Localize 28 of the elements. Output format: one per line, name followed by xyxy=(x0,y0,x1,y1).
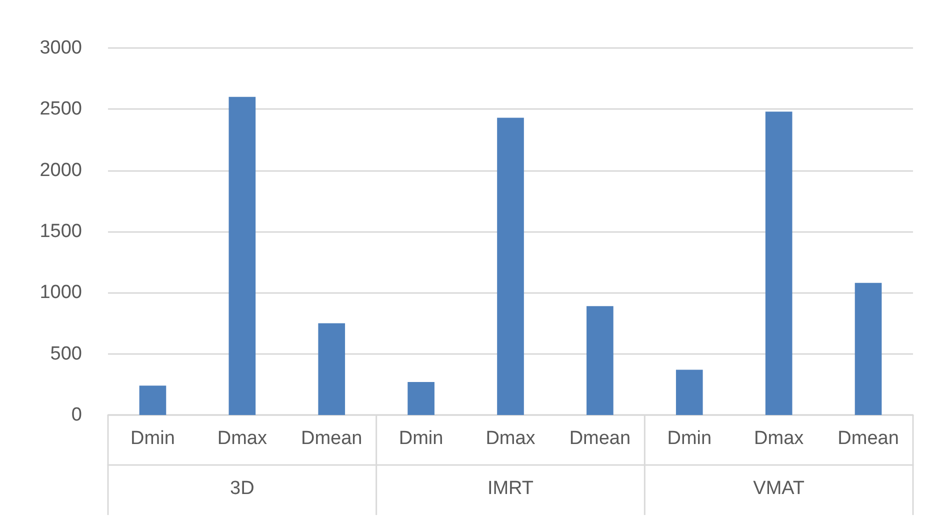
y-tick-label: 500 xyxy=(50,343,82,364)
x-tick-label: Dmin xyxy=(667,428,712,449)
x-tick-label: Dmax xyxy=(217,428,268,449)
bar xyxy=(139,386,166,415)
x-tick-label: Dmax xyxy=(486,428,536,449)
bar xyxy=(497,118,524,415)
x-tick-label: Dmin xyxy=(398,428,444,449)
text: VMAT xyxy=(753,478,805,499)
text: 3D xyxy=(230,478,254,499)
x-tick-label: Dmin xyxy=(130,428,175,449)
x-tick-label: Dmean xyxy=(569,428,631,449)
bar xyxy=(318,323,346,415)
bar xyxy=(676,370,703,415)
bar xyxy=(765,112,792,415)
y-tick-label: 2000 xyxy=(40,160,82,181)
y-tick-label: 1000 xyxy=(40,282,82,304)
x-tick-label: Dmean xyxy=(838,428,899,449)
x-tick-label: Dmean xyxy=(300,428,362,449)
bar xyxy=(586,306,614,415)
bar xyxy=(408,382,434,415)
text: IMRT xyxy=(487,478,534,499)
y-tick-label: 2500 xyxy=(40,98,82,120)
y-tick-label: 1500 xyxy=(40,221,82,242)
y-tick-label: 3000 xyxy=(40,38,82,58)
y-tick-label: 0 xyxy=(71,404,82,426)
bar xyxy=(228,96,256,415)
bar xyxy=(854,282,882,415)
x-tick-label: Dmax xyxy=(754,428,804,449)
